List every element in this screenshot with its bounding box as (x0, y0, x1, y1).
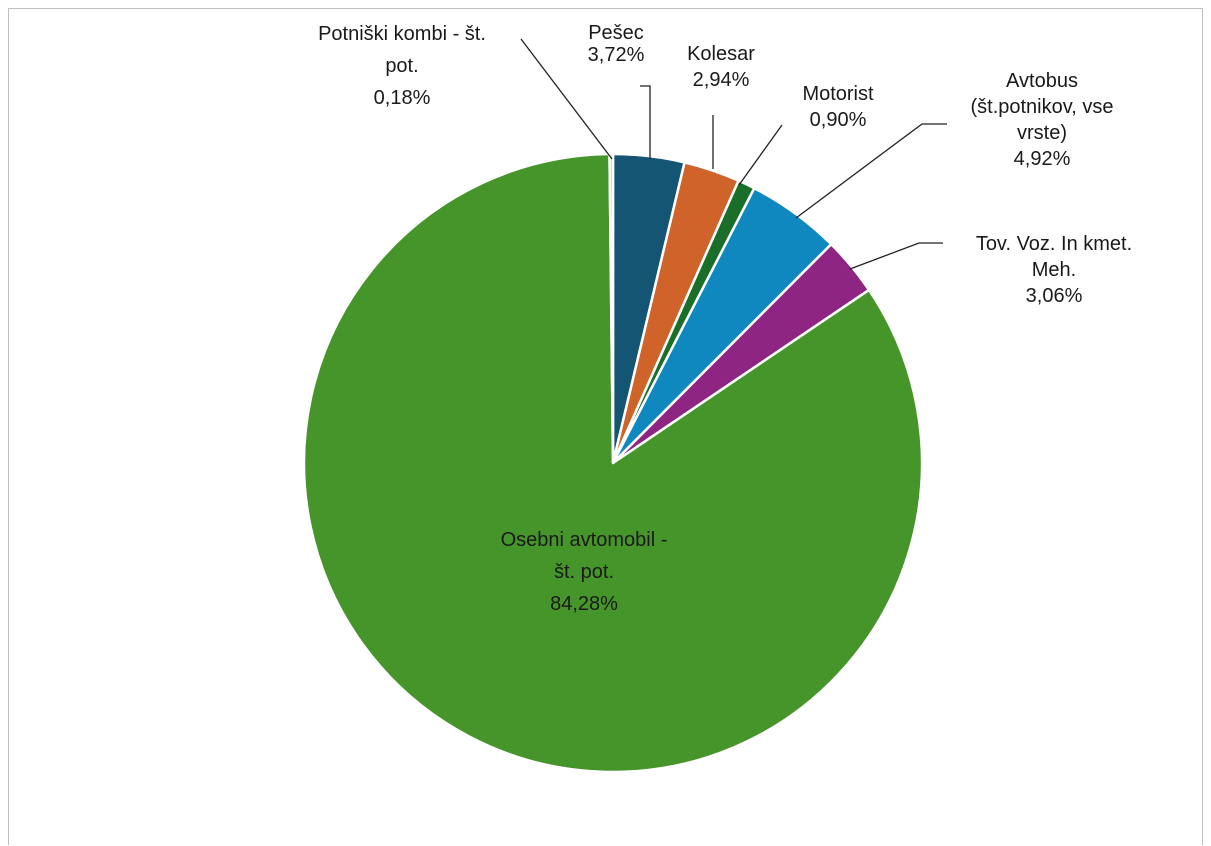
data-label-line: Meh. (1032, 259, 1076, 281)
data-label-line: 3,72% (588, 44, 645, 66)
data-label-line: 2,94% (693, 69, 750, 91)
data-label-line: 84,28% (550, 593, 618, 615)
pie-slice-6 (608, 152, 615, 465)
data-label-line: (št.potnikov, vse (970, 96, 1113, 118)
data-label-line: Kolesar (687, 43, 755, 65)
data-label-line: Pešec (588, 22, 644, 44)
pie-slices (302, 152, 924, 774)
pie-chart: Pešec 3,72% Kolesar 2,94% Motorist 0,90% Avtob… (302, 22, 1132, 774)
data-label-line: 0,90% (810, 109, 867, 131)
data-label-line: št. pot. (554, 561, 614, 583)
data-label-5: Osebni avtomobil - št. pot. 84,28% (501, 529, 668, 615)
data-label-line: Avtobus (1006, 70, 1078, 92)
data-label-2: Motorist 0,90% (802, 83, 874, 131)
data-label-line: vrste) (1017, 122, 1067, 144)
leader-line-6 (520, 38, 613, 160)
data-label-line: 4,92% (1014, 148, 1071, 170)
leader-line-2 (738, 124, 783, 186)
data-label-1: Kolesar 2,94% (687, 43, 755, 91)
leader-line-0 (640, 85, 651, 159)
data-label-line: Motorist (802, 83, 874, 105)
data-label-line: 3,06% (1026, 285, 1083, 307)
data-label-3: Avtobus (št.potnikov, vse vrste) 4,92% (970, 70, 1113, 170)
data-label-line: Osebni avtomobil - (501, 529, 668, 551)
data-label-line: Potniški kombi - št. (318, 23, 486, 45)
leader-line-3 (795, 123, 947, 219)
leader-line-4 (849, 242, 943, 270)
data-label-line: Tov. Voz. In kmet. (976, 233, 1132, 255)
leader-lines (520, 38, 947, 270)
data-label-0: Pešec 3,72% (588, 22, 645, 66)
chart-frame: Pešec 3,72% Kolesar 2,94% Motorist 0,90% Avtob… (8, 8, 1203, 845)
data-label-line: 0,18% (374, 87, 431, 109)
data-label-line: pot. (385, 55, 418, 77)
data-label-6: Potniški kombi - št. pot. 0,18% (318, 23, 486, 109)
data-label-4: Tov. Voz. In kmet. Meh. 3,06% (976, 233, 1132, 307)
data-labels: Pešec 3,72% Kolesar 2,94% Motorist 0,90% Avtob… (318, 22, 1132, 615)
